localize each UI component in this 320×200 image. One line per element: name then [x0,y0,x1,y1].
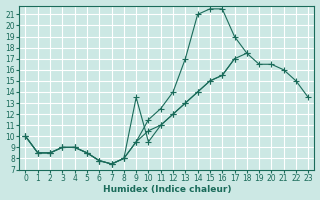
X-axis label: Humidex (Indice chaleur): Humidex (Indice chaleur) [103,185,231,194]
